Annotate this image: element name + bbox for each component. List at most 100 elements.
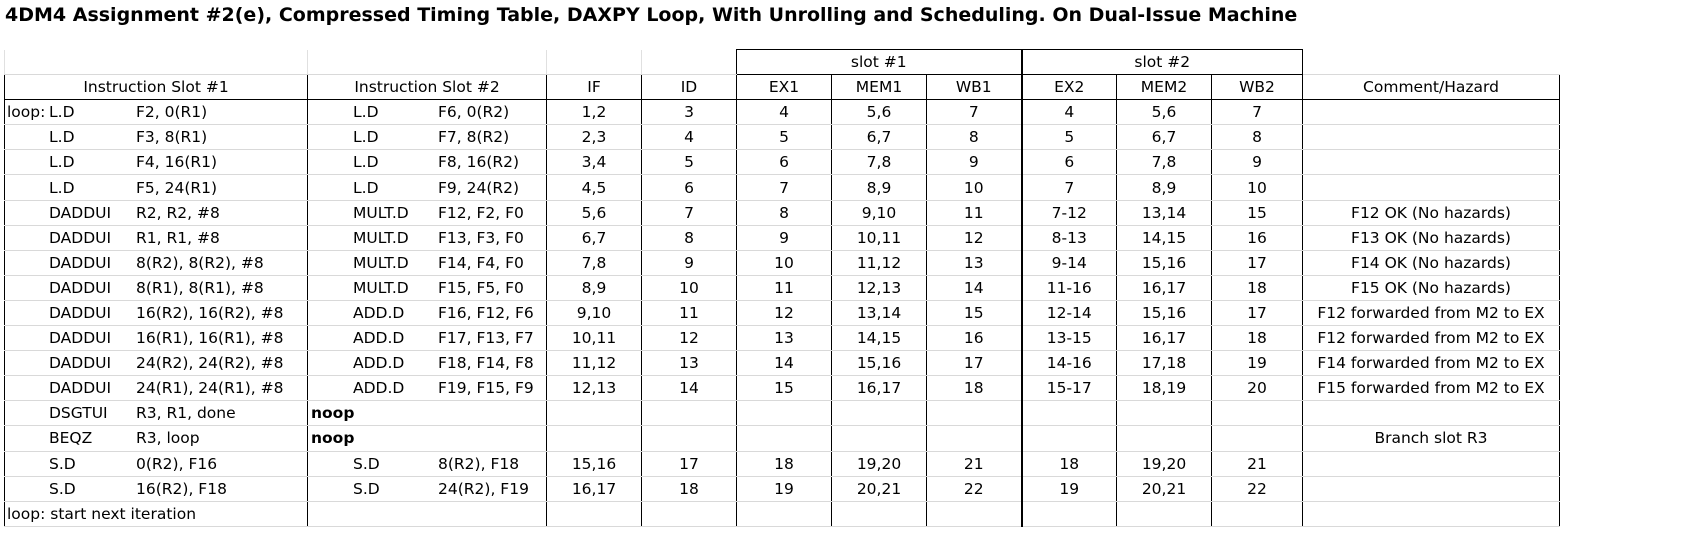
column-header: IF bbox=[546, 74, 642, 101]
opcode: L.D bbox=[353, 153, 379, 172]
comment-cell: F12 OK (No hazards) bbox=[1302, 200, 1560, 226]
column-header: Instruction Slot #1 bbox=[4, 74, 308, 101]
stage-wb1: 7 bbox=[926, 99, 1022, 126]
stage-mem2 bbox=[1116, 400, 1212, 427]
stage-mem1: 13,14 bbox=[831, 300, 927, 327]
operands: R3, R1, done bbox=[136, 404, 236, 423]
stage-wb1 bbox=[926, 425, 1022, 452]
opcode: DADDUI bbox=[49, 329, 112, 348]
opcode: DSGTUI bbox=[49, 404, 108, 423]
opcode: L.D bbox=[49, 178, 75, 197]
stage-id: 4 bbox=[641, 124, 737, 151]
opcode: DADDUI bbox=[49, 354, 112, 373]
stage-ex1: 9 bbox=[736, 225, 832, 251]
stage-if: 6,7 bbox=[546, 225, 642, 251]
slot1-instruction: DADDUI 8(R1), 8(R1), #8 bbox=[4, 275, 308, 301]
opcode: MULT.D bbox=[353, 253, 409, 272]
stage-ex2: 14-16 bbox=[1020, 350, 1117, 377]
stage-wb2: 7 bbox=[1211, 99, 1303, 126]
operands: F8, 16(R2) bbox=[438, 153, 520, 172]
stage-if: 15,16 bbox=[546, 451, 642, 477]
stage-mem1: 5,6 bbox=[831, 99, 927, 126]
operands: F12, F2, F0 bbox=[438, 203, 524, 222]
stage-wb2: 20 bbox=[1211, 375, 1303, 402]
stage-mem1: 16,17 bbox=[831, 375, 927, 402]
comment-cell: Branch slot R3 bbox=[1302, 425, 1560, 452]
stage-ex1 bbox=[736, 425, 832, 452]
table-row: S.D 0(R2), F16 S.D 8(R2), F18 15,16 17 18 19,20… bbox=[4, 451, 1560, 477]
stage-mem1: 20,21 bbox=[831, 476, 927, 502]
stage-id: 7 bbox=[641, 200, 737, 226]
stage-mem2: 19,20 bbox=[1116, 451, 1212, 477]
stage-ex1: 15 bbox=[736, 375, 832, 402]
operands: F13, F3, F0 bbox=[438, 228, 524, 247]
stage-if: 2,3 bbox=[546, 124, 642, 151]
stage-ex2: 7-12 bbox=[1020, 200, 1117, 226]
stage-ex2: 9-14 bbox=[1020, 250, 1117, 276]
stage-ex1: 11 bbox=[736, 275, 832, 301]
stage-mem1 bbox=[831, 425, 927, 452]
opcode: DADDUI bbox=[49, 303, 112, 322]
stage-ex1: 19 bbox=[736, 476, 832, 502]
comment-cell: F13 OK (No hazards) bbox=[1302, 225, 1560, 251]
slot1-instruction: DADDUI 16(R2), 16(R2), #8 bbox=[4, 300, 308, 327]
stage-ex1: 4 bbox=[736, 99, 832, 126]
slot1-instruction: L.D F5, 24(R1) bbox=[4, 174, 308, 201]
opcode: S.D bbox=[49, 454, 76, 473]
stage-id bbox=[641, 425, 737, 452]
table-row: DADDUI 8(R1), 8(R1), #8 MULT.D F15, F5, F0 8… bbox=[4, 275, 1560, 301]
slot2-instruction: L.D F8, 16(R2) bbox=[307, 149, 547, 176]
table-row: DADDUI 16(R2), 16(R2), #8 ADD.D F16, F12, F… bbox=[4, 300, 1560, 327]
slot1-instruction: DADDUI R1, R1, #8 bbox=[4, 225, 308, 251]
slot2-instruction: L.D F7, 8(R2) bbox=[307, 124, 547, 151]
timing-table: slot #1 slot #2 Instruction Slot #1 Instr… bbox=[4, 48, 1560, 527]
slot2-instruction: noop bbox=[307, 400, 547, 427]
operands: F7, 8(R2) bbox=[438, 128, 510, 147]
opcode: L.D bbox=[49, 153, 75, 172]
stage-ex1: 18 bbox=[736, 451, 832, 477]
table-row: L.D F5, 24(R1) L.D F9, 24(R2) 4,5 6 7 8,9 10 7 8,9… bbox=[4, 174, 1560, 201]
stage-if: 7,8 bbox=[546, 250, 642, 276]
stage-ex2: 6 bbox=[1020, 149, 1117, 176]
opcode: S.D bbox=[353, 479, 380, 498]
opcode: MULT.D bbox=[353, 203, 409, 222]
stage-mem1: 19,20 bbox=[831, 451, 927, 477]
opcode: L.D bbox=[49, 128, 75, 147]
stage-ex2: 19 bbox=[1020, 476, 1117, 502]
operands: F6, 0(R2) bbox=[438, 103, 510, 122]
stage-mem1: 8,9 bbox=[831, 174, 927, 201]
stage-id: 17 bbox=[641, 451, 737, 477]
empty-cell bbox=[1211, 501, 1303, 527]
slot1-header: slot #1 bbox=[736, 48, 1022, 76]
stage-id: 11 bbox=[641, 300, 737, 327]
operands: 24(R2), 24(R2), #8 bbox=[136, 354, 284, 373]
comment-cell bbox=[1302, 174, 1560, 201]
opcode: DADDUI bbox=[49, 203, 112, 222]
column-header: ID bbox=[641, 74, 737, 101]
column-header: MEM2 bbox=[1116, 74, 1212, 101]
stage-wb1: 13 bbox=[926, 250, 1022, 276]
stage-wb2: 21 bbox=[1211, 451, 1303, 477]
empty-cell bbox=[1116, 501, 1212, 527]
opcode: DADDUI bbox=[49, 253, 112, 272]
slot1-instruction: DSGTUI R3, R1, done bbox=[4, 400, 308, 427]
stage-id: 9 bbox=[641, 250, 737, 276]
stage-if bbox=[546, 400, 642, 427]
slot2-header: slot #2 bbox=[1020, 48, 1303, 76]
slot2-instruction: L.D F9, 24(R2) bbox=[307, 174, 547, 201]
operands: F5, 24(R1) bbox=[136, 178, 218, 197]
opcode: S.D bbox=[353, 454, 380, 473]
stage-mem1: 9,10 bbox=[831, 200, 927, 226]
comment-cell bbox=[1302, 99, 1560, 126]
stage-ex1: 8 bbox=[736, 200, 832, 226]
stage-id: 14 bbox=[641, 375, 737, 402]
stage-if: 5,6 bbox=[546, 200, 642, 226]
opcode: L.D bbox=[353, 178, 379, 197]
comment-cell: F14 OK (No hazards) bbox=[1302, 250, 1560, 276]
stage-if: 10,11 bbox=[546, 325, 642, 352]
opcode: L.D bbox=[353, 128, 379, 147]
stage-mem2: 5,6 bbox=[1116, 99, 1212, 126]
stage-mem2: 15,16 bbox=[1116, 300, 1212, 327]
opcode: ADD.D bbox=[353, 379, 405, 398]
stage-wb2 bbox=[1211, 400, 1303, 427]
